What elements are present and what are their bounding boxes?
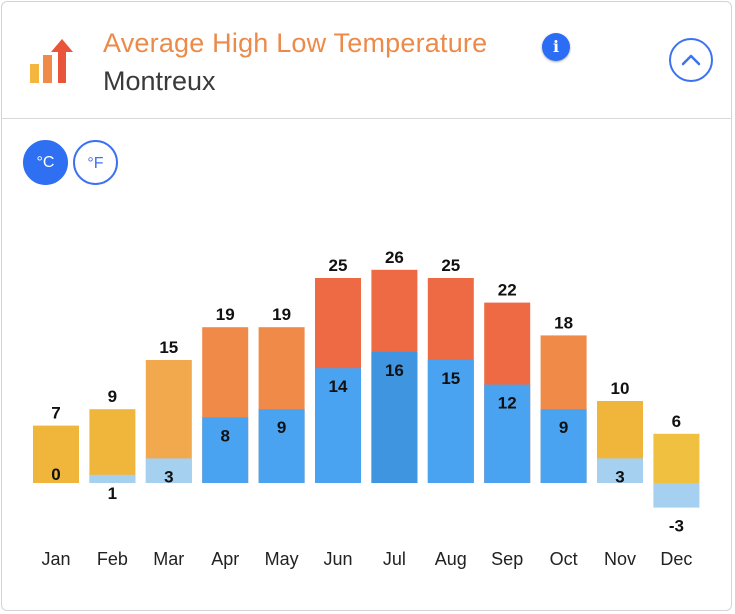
- location-name: Montreux: [103, 66, 216, 96]
- month-label: Feb: [97, 549, 128, 569]
- high-value-label: 25: [441, 256, 460, 275]
- month-label: Apr: [211, 549, 239, 569]
- high-value-label: 18: [554, 313, 573, 332]
- high-value-label: 10: [611, 379, 630, 398]
- high-value-label: 26: [385, 248, 404, 267]
- low-value-label: 9: [559, 418, 568, 437]
- low-value-label: 8: [220, 426, 229, 445]
- month-label: Jul: [383, 549, 406, 569]
- low-value-label: 3: [164, 467, 173, 486]
- low-value-label: 3: [615, 467, 624, 486]
- month-label: Aug: [435, 549, 467, 569]
- low-value-label: 9: [277, 418, 286, 437]
- high-value-label: 19: [216, 305, 235, 324]
- month-label: Oct: [550, 549, 578, 569]
- low-value-label: 14: [329, 377, 348, 396]
- month-label: Sep: [491, 549, 523, 569]
- bar-chart-arrow-icon: [30, 39, 73, 83]
- high-value-label: 25: [329, 256, 348, 275]
- month-label: May: [265, 549, 299, 569]
- low-value-label: 1: [108, 484, 117, 503]
- high-bar: [653, 433, 700, 483]
- low-bar: [484, 384, 531, 483]
- month-label: Mar: [153, 549, 184, 569]
- celsius-toggle[interactable]: °C: [23, 140, 68, 185]
- low-bar: [653, 483, 700, 508]
- collapse-button[interactable]: [669, 38, 713, 82]
- info-icon[interactable]: i: [542, 33, 570, 61]
- high-bar: [33, 425, 79, 483]
- high-value-label: 7: [51, 404, 60, 423]
- month-label: Jan: [41, 549, 70, 569]
- month-label: Nov: [604, 549, 636, 569]
- low-bar: [89, 474, 136, 483]
- card-header: Average High Low Temperature Montreux i: [2, 2, 731, 119]
- low-bar: [371, 351, 418, 483]
- month-label: Dec: [660, 549, 692, 569]
- low-bar: [145, 458, 192, 483]
- month-label: Jun: [323, 549, 352, 569]
- page-title: Average High Low Temperature: [103, 28, 488, 58]
- high-value-label: 15: [159, 338, 178, 357]
- high-value-label: 19: [272, 305, 291, 324]
- high-bar: [89, 409, 136, 483]
- low-bar: [427, 360, 474, 483]
- high-value-label: 22: [498, 281, 517, 300]
- low-bar: [315, 368, 361, 483]
- low-bar: [258, 409, 305, 483]
- low-value-label: 16: [385, 361, 404, 380]
- high-value-label: 6: [672, 412, 681, 431]
- fahrenheit-toggle[interactable]: °F: [73, 140, 118, 185]
- high-value-label: 9: [108, 387, 117, 406]
- low-value-label: 12: [498, 394, 517, 413]
- low-value-label: -3: [669, 517, 684, 536]
- low-bar: [202, 417, 249, 483]
- low-value-label: 15: [441, 369, 460, 388]
- low-value-label: 0: [51, 465, 60, 484]
- chevron-up-icon: [681, 54, 701, 66]
- low-bar: [597, 458, 643, 483]
- low-bar: [540, 409, 587, 483]
